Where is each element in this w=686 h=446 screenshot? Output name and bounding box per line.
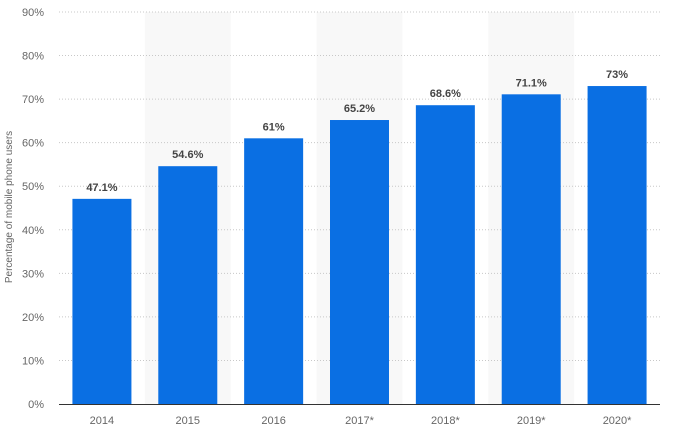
data-label: 71.1%: [516, 77, 547, 89]
bar-3: [330, 120, 389, 405]
data-label: 47.1%: [86, 182, 117, 194]
y-tick-label: 90%: [22, 7, 44, 19]
bar-0: [72, 198, 132, 404]
y-tick-label: 10%: [22, 355, 44, 367]
bar-4: [415, 105, 475, 404]
y-tick-layer: 0% 10% 20% 30% 40% 50% 60% 70% 80% 90%: [22, 7, 44, 411]
y-tick-label: 80%: [22, 51, 44, 63]
x-tick-label: 2015: [176, 415, 200, 427]
x-tick-label: 2017*: [345, 415, 374, 427]
data-label-layer: 47.1% 54.6% 61% 65.2% 68.6% 71.1% 73%: [86, 69, 628, 194]
y-tick-label: 0%: [28, 399, 44, 411]
data-label: 65.2%: [344, 103, 375, 115]
bar-5: [501, 94, 561, 404]
y-tick-label: 30%: [22, 268, 44, 280]
y-tick-label: 20%: [22, 312, 44, 324]
y-tick-label: 60%: [22, 138, 44, 150]
y-tick-label: 70%: [22, 94, 44, 106]
x-tick-label: 2019*: [517, 415, 546, 427]
y-axis-title: Percentage of mobile phone users: [4, 131, 15, 283]
x-tick-label: 2020*: [603, 415, 632, 427]
bar-6: [587, 86, 647, 405]
x-tick-label: 2014: [90, 415, 114, 427]
data-label: 54.6%: [172, 149, 203, 161]
bar-layer: [72, 86, 647, 405]
y-tick-label: 50%: [22, 181, 44, 193]
y-tick-label: 40%: [22, 225, 44, 237]
data-label: 61%: [263, 121, 285, 133]
data-label: 73%: [606, 69, 628, 81]
x-tick-label: 2018*: [431, 415, 460, 427]
x-tick-layer: 2014 2015 2016 2017* 2018* 2019* 2020*: [90, 415, 632, 427]
bar-2: [244, 138, 304, 405]
data-label: 68.6%: [430, 88, 461, 100]
x-tick-label: 2016: [261, 415, 285, 427]
bar-1: [158, 166, 218, 404]
